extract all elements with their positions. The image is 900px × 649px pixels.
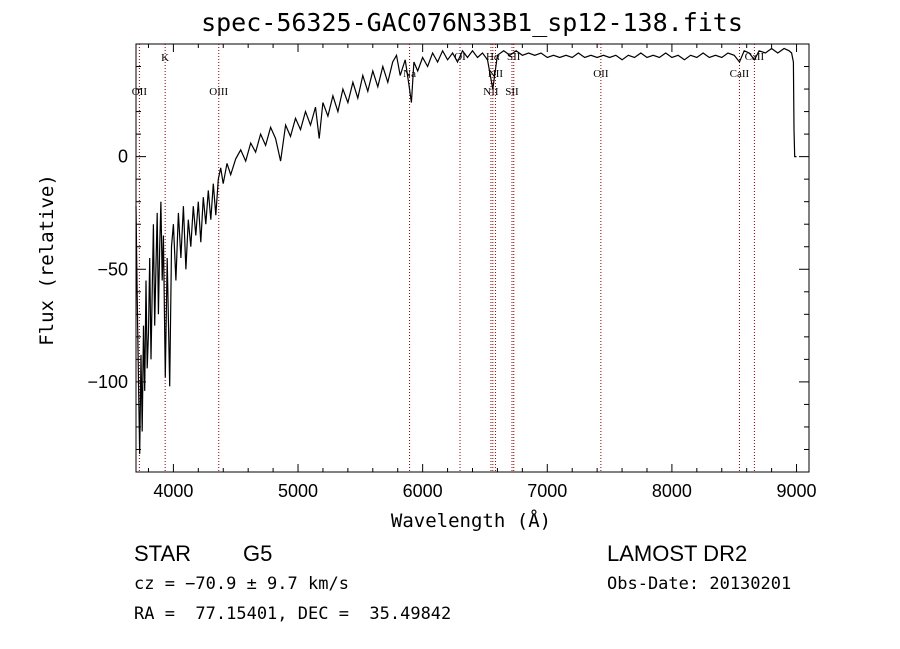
x-tick-label: 9000	[777, 481, 817, 501]
x-axis-label: Wavelength (Å)	[390, 510, 552, 532]
spectral-line-label: Na	[403, 68, 416, 80]
x-tick-label: 5000	[278, 481, 318, 501]
x-tick-label: 6000	[403, 481, 443, 501]
spectral-line-label: NII	[488, 68, 504, 80]
y-tick-label: 0	[118, 147, 128, 167]
ra-dec-coordinates: RA = 77.15401, DEC = 35.49842	[134, 604, 452, 624]
spectral-line-label: OII	[593, 68, 609, 80]
plot-frame	[135, 43, 810, 473]
object-subclass: G5	[243, 541, 273, 566]
spectral-line-label: SII	[505, 86, 519, 98]
spectral-line-label: SII	[507, 51, 521, 63]
y-axis-label: Flux (relative)	[36, 174, 58, 346]
spectral-line-label: K	[161, 52, 169, 64]
chart-title: spec-56325-GAC076N33B1_sp12-138.fits	[201, 8, 743, 37]
object-class: STAR	[134, 541, 192, 566]
y-tick-label: −50	[97, 259, 128, 279]
spectral-line-label: OIII	[209, 86, 228, 98]
spectrum-series-line	[135, 47, 797, 455]
spectral-line-label: NII	[483, 86, 499, 98]
redshift-cz: cz = −70.9 ± 9.7 km/s	[134, 574, 349, 594]
x-tick-label: 4000	[153, 481, 193, 501]
survey-name: LAMOST DR2	[607, 541, 748, 566]
y-tick-label: −100	[87, 372, 128, 392]
spectral-line-label: OII	[132, 86, 148, 98]
x-tick-label: 8000	[652, 481, 692, 501]
obs-date: Obs-Date: 20130201	[607, 574, 792, 594]
x-tick-label: 7000	[527, 481, 567, 501]
spectral-line-label: CaII	[730, 68, 750, 80]
